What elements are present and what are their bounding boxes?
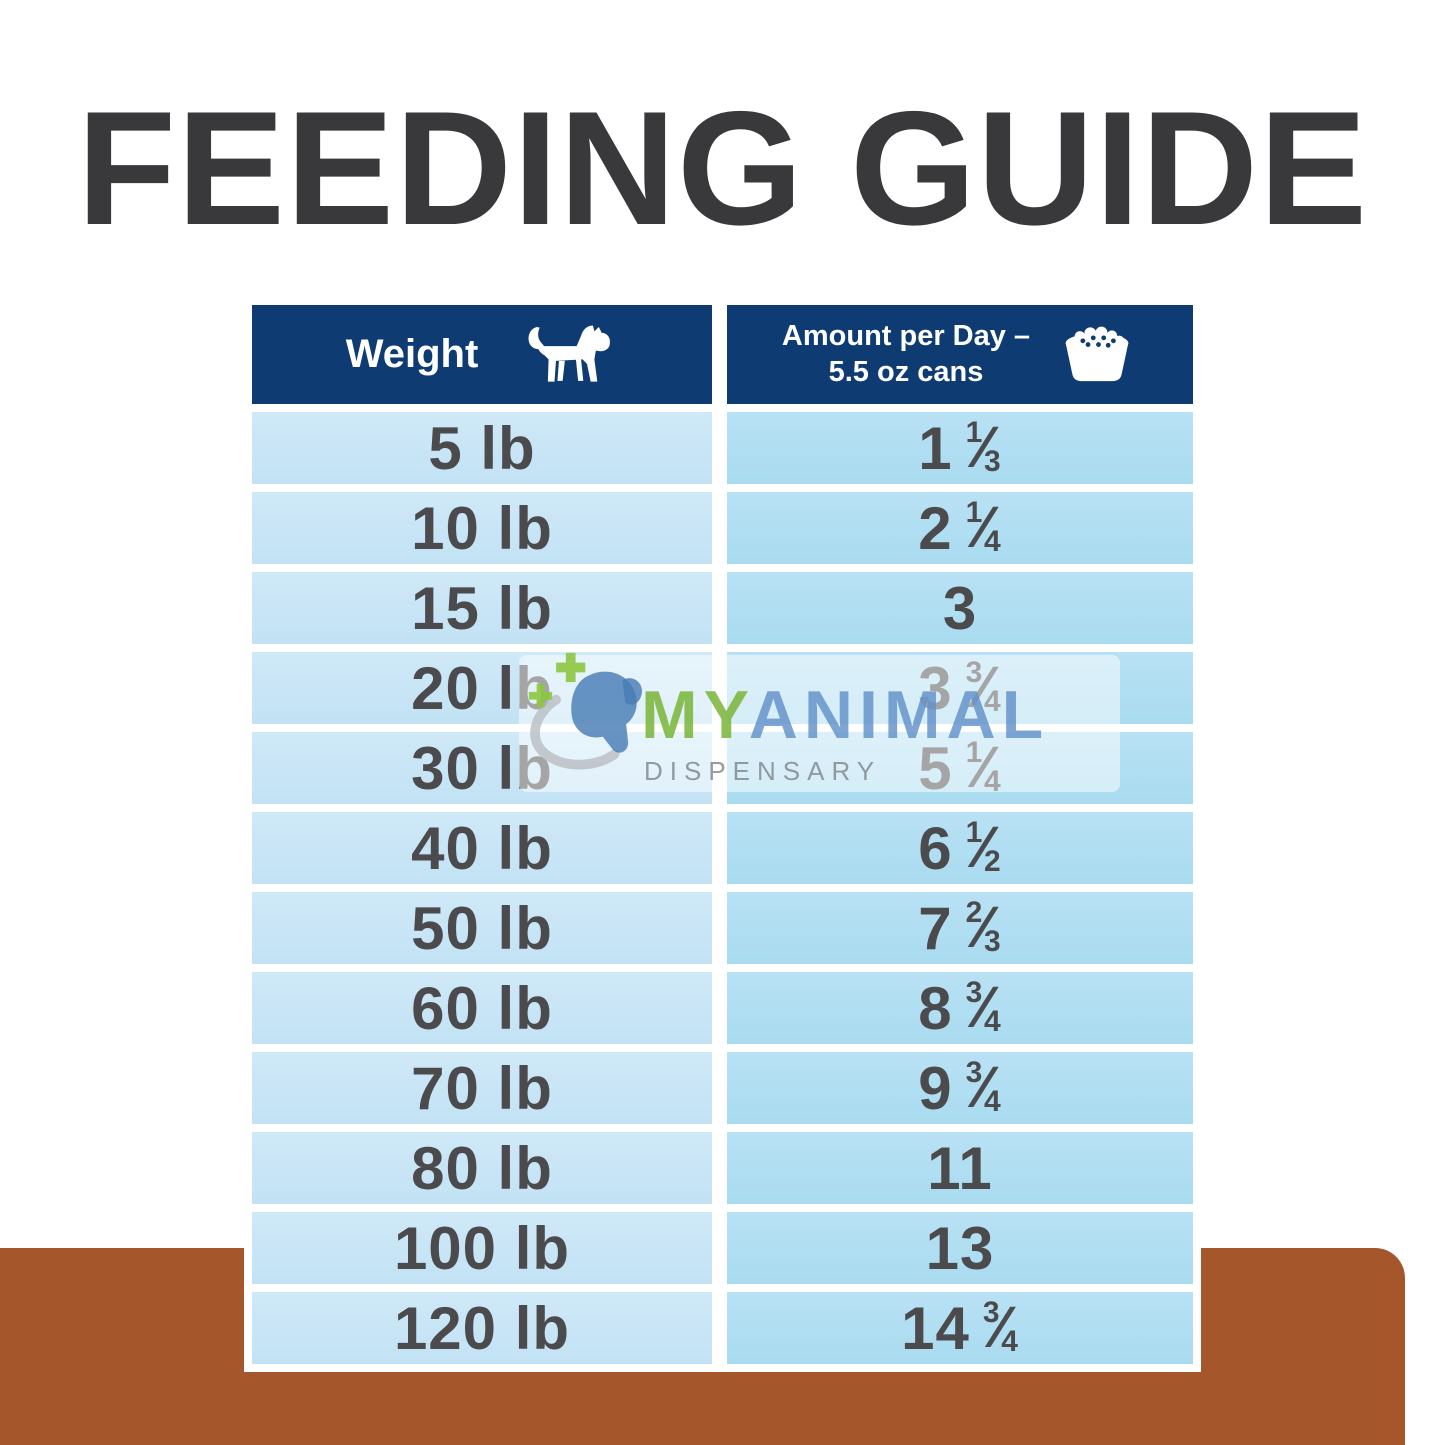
- amount-header-label: Amount per Day – 5.5 oz cans: [781, 320, 1031, 388]
- food-bowl-icon: [1056, 324, 1138, 386]
- weight-cell: 5 lb: [252, 412, 712, 484]
- weight-cell: 60 lb: [252, 972, 712, 1044]
- amount-cell: 8 3⁄4: [727, 972, 1193, 1044]
- amount-cell: 13⁄: [727, 1212, 1193, 1284]
- weight-header-label: Weight: [345, 332, 479, 376]
- amount-cell: 7 2⁄3: [727, 892, 1193, 964]
- watermark: MYANIMAL DISPENSARY: [519, 652, 1120, 792]
- weight-cell: 15 lb: [252, 572, 712, 644]
- weight-cell: 40 lb: [252, 812, 712, 884]
- amount-cell: 2 1⁄4: [727, 492, 1193, 564]
- page-title: FEEDING GUIDE: [76, 78, 1369, 259]
- amount-cell: 6 1⁄2: [727, 812, 1193, 884]
- weight-cell: 10 lb: [252, 492, 712, 564]
- watermark-brand: MYANIMAL: [641, 677, 1050, 753]
- amount-cell: 1 1⁄3: [727, 412, 1193, 484]
- feeding-guide-table: Weight Amount per Day – 5.5 oz cans: [244, 297, 1201, 1372]
- amount-column-header: Amount per Day – 5.5 oz cans: [727, 305, 1193, 404]
- watermark-logo-dog-icon: [523, 649, 669, 795]
- amount-cell: 14 3⁄4: [727, 1292, 1193, 1364]
- amount-cell: 3⁄: [727, 572, 1193, 644]
- watermark-subtitle: DISPENSARY: [644, 756, 882, 786]
- dog-icon: [522, 317, 618, 393]
- weight-cell: 80 lb: [252, 1132, 712, 1204]
- watermark-text: MYANIMAL DISPENSARY: [641, 681, 1049, 787]
- amount-cell: 9 3⁄4: [727, 1052, 1193, 1124]
- weight-cell: 120 lb: [252, 1292, 712, 1364]
- weight-cell: 100 lb: [252, 1212, 712, 1284]
- weight-column-header: Weight: [252, 305, 712, 404]
- amount-cell: 11⁄: [727, 1132, 1193, 1204]
- weight-cell: 70 lb: [252, 1052, 712, 1124]
- weight-cell: 50 lb: [252, 892, 712, 964]
